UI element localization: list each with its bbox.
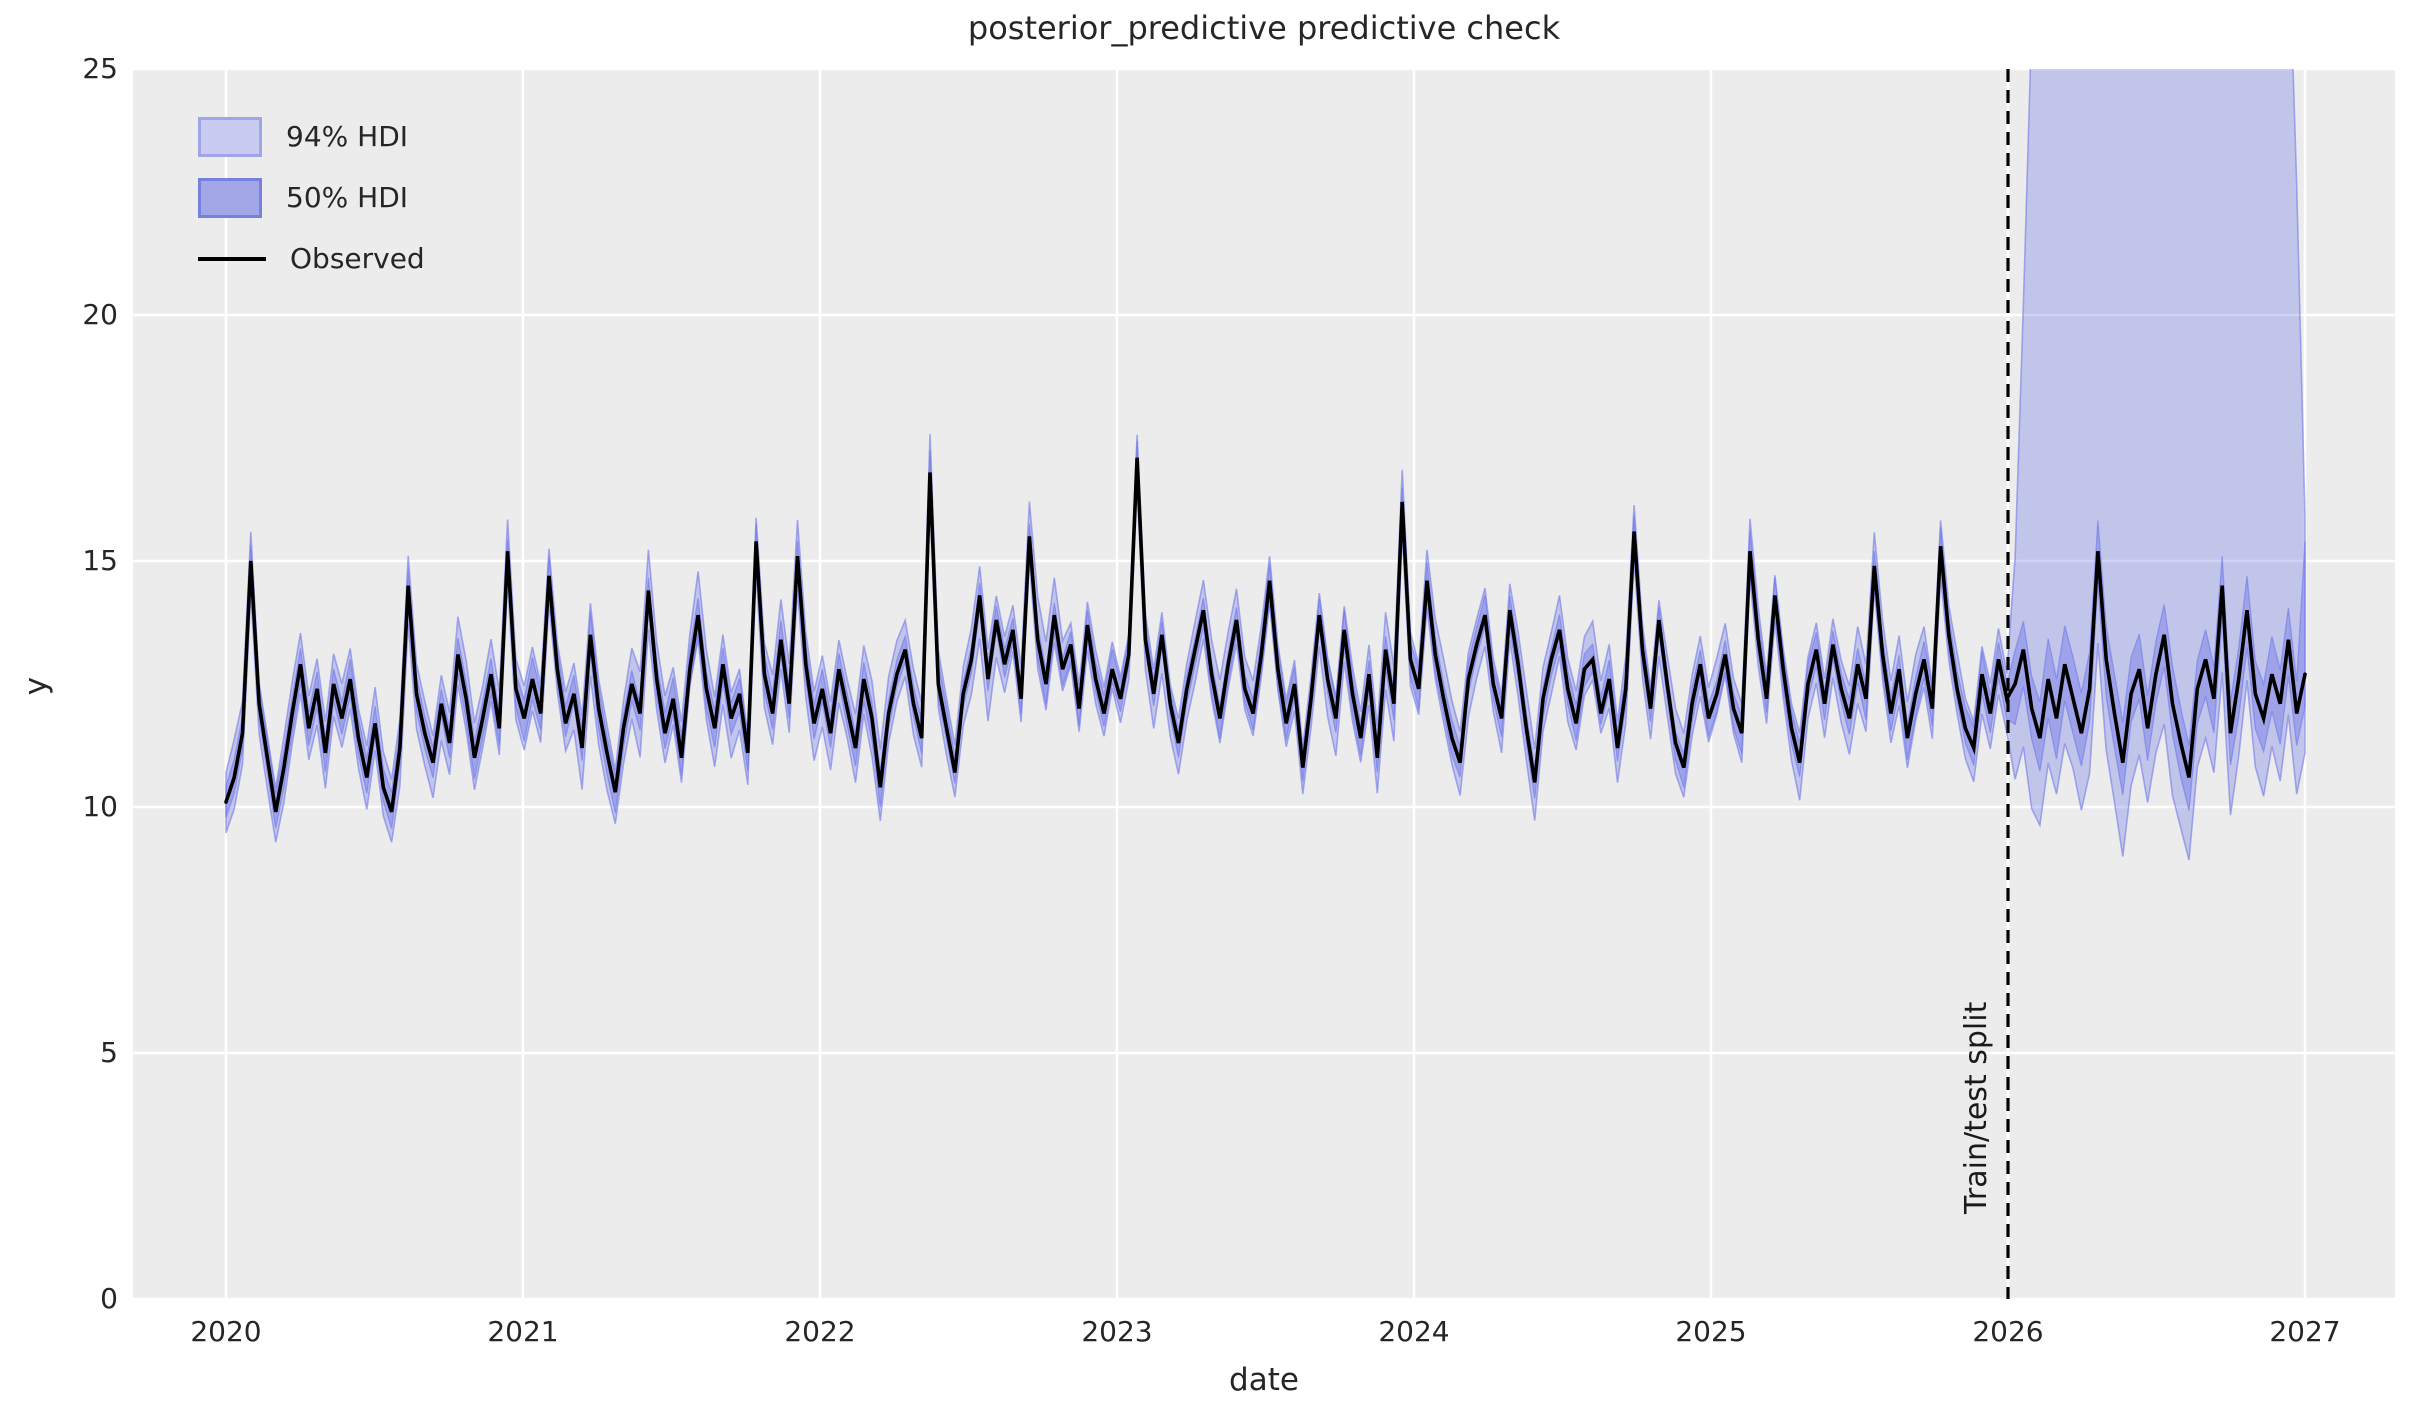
chart-title: posterior_predictive predictive check bbox=[967, 9, 1561, 47]
x-tick-label: 2026 bbox=[1972, 1315, 2044, 1348]
hdi50-swatch-icon bbox=[198, 177, 262, 218]
plot-background bbox=[133, 69, 2395, 1299]
x-axis-label: date bbox=[1229, 1362, 1299, 1398]
x-tick-label: 2025 bbox=[1675, 1315, 1747, 1348]
legend-label-94-hdi: 94% HDI bbox=[286, 120, 409, 153]
y-tick-label: 10 bbox=[82, 790, 118, 823]
x-tick-label: 2024 bbox=[1378, 1315, 1450, 1348]
legend-item-50-hdi: 50% HDI bbox=[198, 167, 425, 228]
legend-item-observed: Observed bbox=[198, 228, 425, 289]
observed-line-swatch-icon bbox=[198, 256, 266, 261]
legend-label-observed: Observed bbox=[290, 242, 425, 275]
y-tick-label: 20 bbox=[82, 298, 118, 331]
y-tick-label: 15 bbox=[82, 544, 118, 577]
y-axis-label: y bbox=[18, 676, 54, 696]
observed-line bbox=[224, 457, 2307, 813]
y-tick-label: 25 bbox=[82, 52, 118, 85]
x-tick-label: 2022 bbox=[784, 1315, 856, 1348]
legend: 94% HDI 50% HDI Observed bbox=[198, 106, 425, 289]
x-tick-label: 2027 bbox=[2269, 1315, 2341, 1348]
x-tick-label: 2020 bbox=[190, 1315, 262, 1348]
y-tick-label: 0 bbox=[100, 1282, 118, 1315]
legend-label-50-hdi: 50% HDI bbox=[286, 181, 409, 214]
x-tick-label: 2023 bbox=[1081, 1315, 1153, 1348]
y-tick-label: 5 bbox=[100, 1036, 118, 1069]
x-tick-label: 2021 bbox=[487, 1315, 559, 1348]
grid-lines bbox=[133, 67, 2395, 1301]
hdi94-swatch-icon bbox=[198, 116, 262, 157]
train-test-split-label: Train/test split bbox=[1959, 1001, 1994, 1214]
legend-item-94-hdi: 94% HDI bbox=[198, 106, 425, 167]
